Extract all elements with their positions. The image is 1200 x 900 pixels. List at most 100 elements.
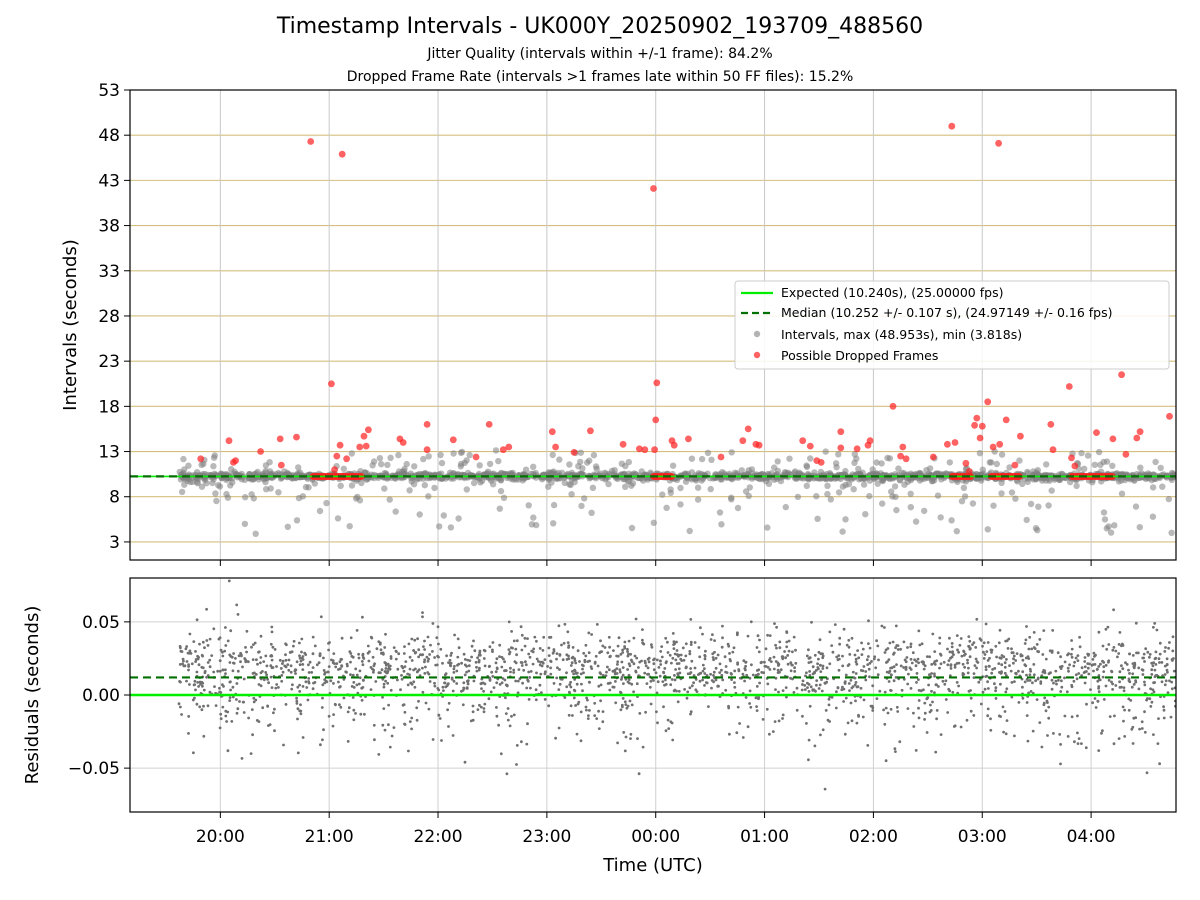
residual-point — [1008, 664, 1011, 667]
residual-point — [178, 663, 182, 666]
residual-point — [514, 647, 518, 651]
interval-point — [457, 449, 465, 456]
residual-point — [1125, 663, 1129, 666]
residual-point — [867, 655, 870, 658]
interval-point — [624, 478, 632, 485]
residual-point — [350, 685, 354, 688]
residual-point — [563, 696, 567, 699]
residual-point — [701, 669, 705, 673]
residual-point — [306, 698, 310, 702]
residual-point — [672, 647, 676, 650]
interval-point — [400, 468, 408, 475]
residual-point — [573, 657, 576, 660]
residual-point — [960, 654, 964, 658]
dropped-frame-point — [670, 441, 678, 449]
residual-point — [806, 686, 809, 689]
residual-point — [877, 658, 880, 662]
residual-point — [873, 655, 877, 659]
interval-point — [396, 468, 403, 475]
residual-point — [1158, 641, 1162, 645]
residual-point — [210, 654, 214, 657]
residual-point — [208, 665, 212, 669]
residual-point — [929, 703, 932, 707]
residual-point — [636, 737, 639, 740]
residual-point — [408, 655, 412, 659]
residual-point — [950, 645, 954, 649]
residual-point — [821, 654, 825, 658]
residual-point — [861, 715, 865, 719]
residual-point — [733, 685, 737, 689]
residual-point — [1104, 663, 1108, 667]
residual-point — [311, 635, 315, 639]
residual-point — [860, 653, 864, 656]
residual-point — [913, 658, 916, 662]
residual-point — [494, 670, 498, 674]
residual-point — [909, 645, 913, 649]
dropped-frame-point — [277, 461, 285, 469]
interval-point — [358, 479, 365, 487]
residual-point — [781, 713, 785, 717]
dropped-frame-point — [866, 437, 874, 445]
residual-point — [401, 703, 405, 707]
residual-point — [415, 706, 419, 710]
residual-point — [653, 657, 656, 661]
residual-point — [807, 738, 811, 742]
residual-point — [815, 683, 818, 687]
dropped-frame-point — [799, 437, 807, 445]
residual-point — [428, 680, 432, 683]
interval-point — [1067, 478, 1074, 486]
residual-point — [567, 713, 571, 717]
dropped-frame-point — [360, 432, 368, 440]
interval-point — [719, 469, 726, 476]
residual-point — [821, 667, 825, 670]
residual-point — [847, 682, 851, 685]
residual-point — [876, 644, 880, 648]
residual-point — [569, 685, 573, 689]
residual-point — [1005, 687, 1009, 691]
residual-point — [300, 637, 304, 641]
residual-point — [1010, 695, 1014, 699]
residual-point — [765, 707, 769, 711]
residual-point — [893, 747, 897, 751]
residual-point — [421, 666, 424, 670]
interval-point — [387, 454, 394, 461]
dropped-frame-point — [653, 379, 661, 387]
interval-point — [1100, 509, 1108, 516]
residual-point — [1163, 683, 1167, 687]
interval-point — [824, 490, 831, 498]
residual-point — [438, 717, 442, 720]
residual-point — [569, 664, 573, 667]
residual-point — [455, 682, 459, 685]
residual-point — [571, 646, 575, 649]
residual-point — [828, 662, 832, 666]
residual-point — [676, 700, 680, 704]
residual-point — [374, 680, 378, 683]
residual-point — [319, 615, 323, 619]
residual-point — [289, 650, 293, 654]
residual-point — [512, 713, 516, 717]
residual-point — [769, 660, 773, 663]
residual-point — [736, 705, 740, 709]
residual-point — [608, 645, 611, 649]
interval-point — [892, 493, 899, 501]
interval-point — [803, 462, 810, 469]
residual-point — [893, 669, 897, 673]
interval-point — [194, 480, 201, 487]
residual-point — [582, 651, 586, 655]
residual-point — [1014, 671, 1018, 675]
residual-point — [505, 772, 509, 776]
interval-point — [406, 487, 413, 494]
residual-point — [487, 665, 491, 668]
residual-point — [187, 663, 191, 666]
residual-point — [218, 659, 222, 663]
residual-point — [1146, 650, 1150, 654]
residual-point — [983, 653, 987, 656]
residual-point — [273, 648, 277, 651]
residual-point — [972, 714, 976, 717]
residual-point — [301, 658, 305, 661]
residual-point — [270, 654, 274, 658]
residual-point — [347, 706, 351, 710]
interval-point — [464, 469, 472, 477]
residual-point — [304, 680, 308, 684]
interval-point — [213, 497, 220, 505]
